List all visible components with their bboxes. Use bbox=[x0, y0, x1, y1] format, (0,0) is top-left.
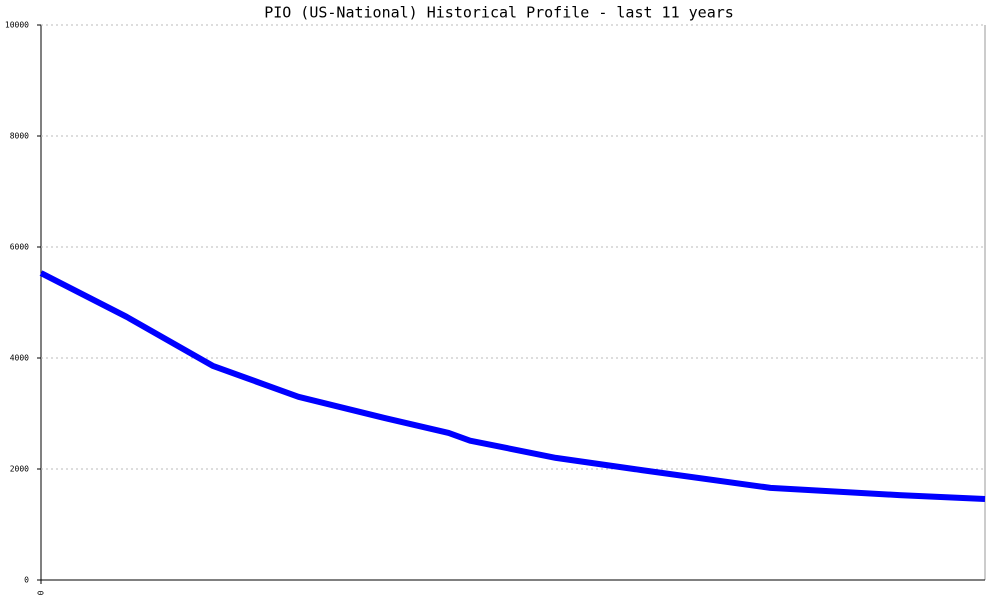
y-tick-label: 8000 bbox=[10, 132, 29, 141]
x-tick-label: 0 bbox=[37, 590, 46, 595]
y-tick-label: 4000 bbox=[10, 354, 29, 363]
y-tick-label: 10000 bbox=[5, 21, 29, 30]
y-tick-label: 0 bbox=[24, 576, 29, 585]
chart-title: PIO (US-National) Historical Profile - l… bbox=[264, 4, 734, 22]
y-tick-label: 2000 bbox=[10, 465, 29, 474]
data-line bbox=[39, 270, 986, 502]
y-tick-label: 6000 bbox=[10, 243, 29, 252]
